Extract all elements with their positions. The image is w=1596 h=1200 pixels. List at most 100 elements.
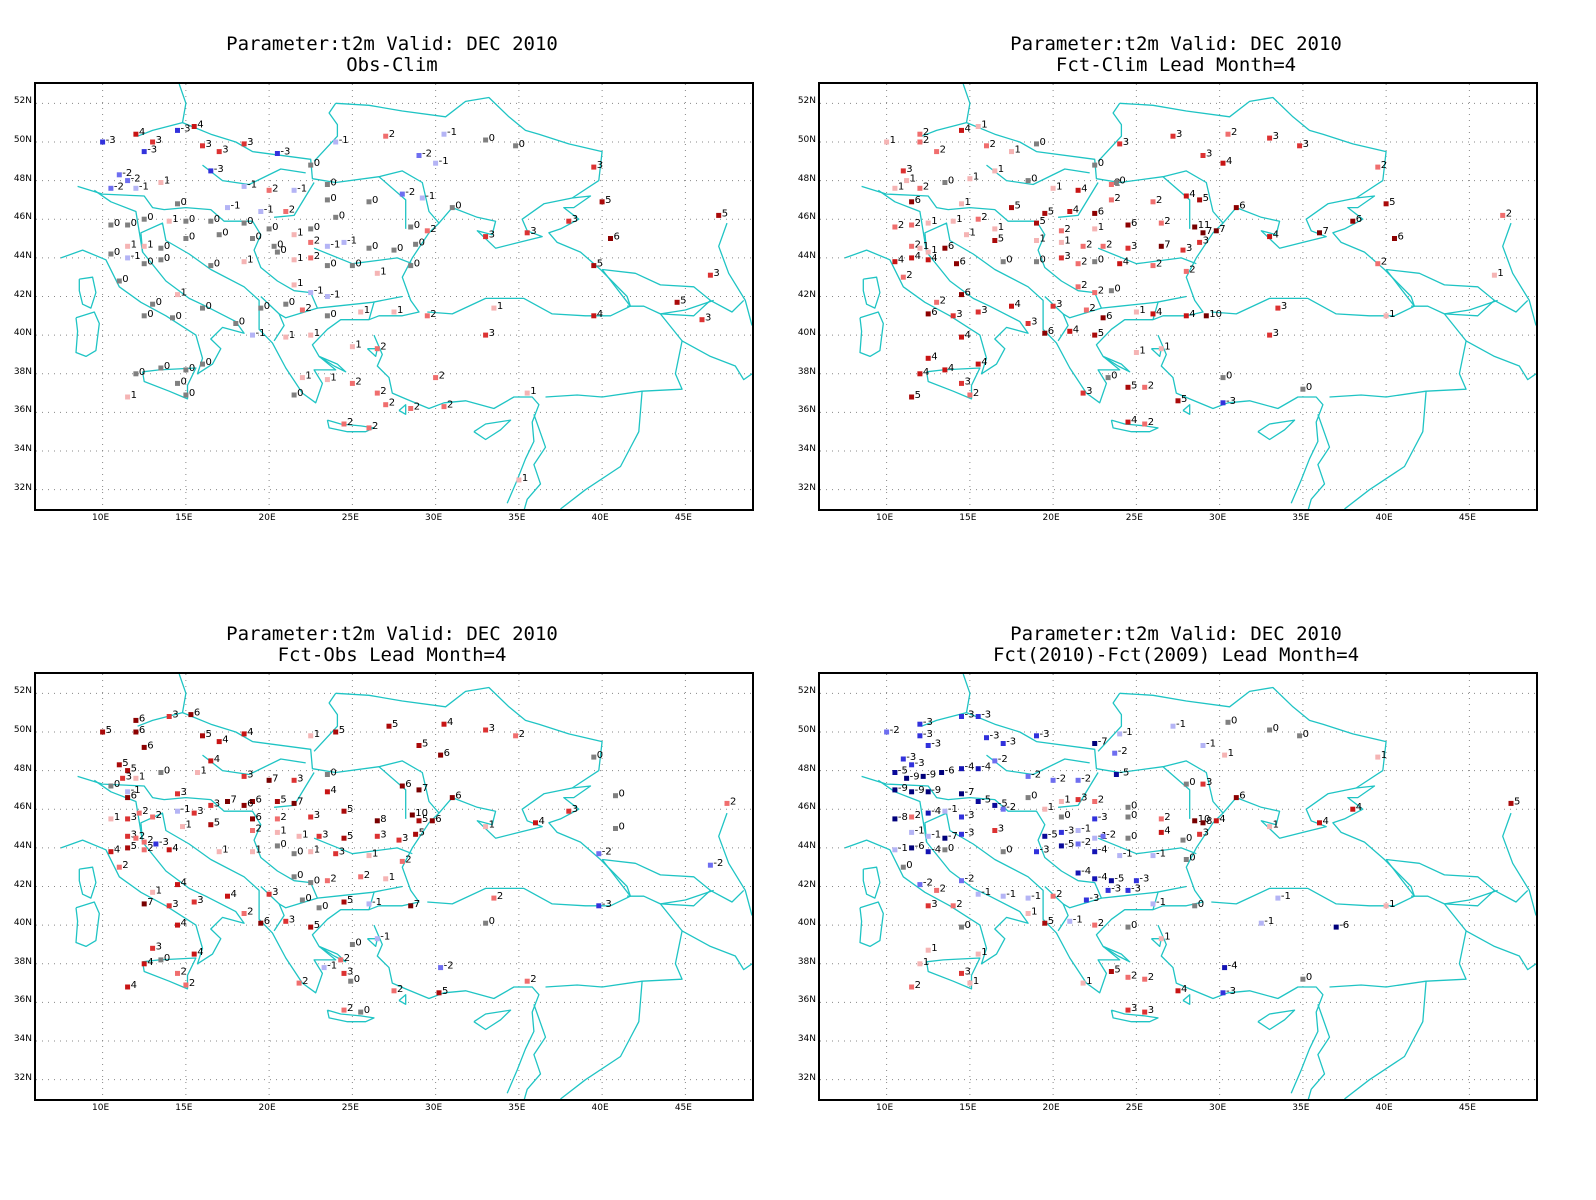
station-swatch (433, 375, 439, 381)
station-swatch (1350, 806, 1356, 812)
station-marker: 1 (358, 305, 370, 316)
station-marker: 0 (200, 301, 212, 312)
station-marker: 7 (1200, 226, 1212, 237)
station-marker: 5 (386, 719, 398, 730)
station-swatch (967, 392, 973, 398)
coastline (373, 334, 540, 504)
station-swatch (441, 131, 447, 137)
station-swatch (1275, 305, 1281, 311)
station-marker: 5 (341, 804, 353, 815)
country-border (335, 686, 603, 789)
station-swatch (216, 232, 222, 238)
station-value: 1 (1228, 748, 1234, 759)
station-value: 5 (915, 390, 921, 401)
station-value: 6 (1239, 201, 1245, 212)
station-value: 5 (131, 841, 137, 852)
station-value: -3 (1226, 986, 1236, 997)
station-swatch (1267, 135, 1273, 141)
station-swatch (1375, 261, 1381, 267)
station-value: -2 (405, 187, 415, 198)
station-value: 0 (164, 766, 170, 777)
station-value: 2 (1156, 195, 1162, 206)
station-value: 1 (314, 845, 320, 856)
station-swatch (1491, 272, 1497, 278)
station-marker: 2 (1083, 303, 1096, 314)
station-marker: -1 (433, 156, 449, 167)
station-value: 5 (422, 739, 428, 750)
station-swatch (225, 205, 230, 211)
station-marker: 2 (349, 376, 362, 387)
station-value: 1 (1048, 802, 1054, 813)
station-marker: -4 (1222, 961, 1238, 972)
station-marker: 3 (241, 137, 253, 148)
station-swatch (925, 947, 931, 953)
station-swatch (125, 243, 131, 249)
station-value: 2 (956, 899, 962, 910)
station-swatch (1197, 239, 1203, 245)
country-border (710, 299, 745, 313)
station-marker: 2 (967, 388, 979, 399)
station-swatch (591, 313, 597, 319)
station-swatch (1183, 313, 1189, 319)
station-swatch (116, 864, 122, 870)
station-value: 2 (923, 127, 929, 138)
latitude-tick-label: 42N (797, 289, 816, 300)
latitude-tick-label: 50N (797, 134, 816, 145)
country-border (523, 1004, 547, 1099)
station-value: 0 (1114, 284, 1120, 295)
station-swatch (416, 787, 422, 793)
station-value: 6 (614, 232, 620, 243)
station-marker: 0 (1192, 899, 1204, 910)
station-marker: 0 (158, 766, 170, 777)
station-swatch (483, 920, 489, 926)
station-marker: 2 (1158, 812, 1171, 823)
station-value: -3 (1006, 737, 1016, 748)
station-swatch (1117, 731, 1123, 737)
station-marker: 0 (1125, 920, 1137, 931)
station-marker: 4 (141, 957, 154, 968)
station-marker: 1 (917, 957, 929, 968)
station-marker: 1 (1092, 222, 1104, 233)
station-marker: 0 (333, 210, 345, 221)
station-value: 2 (1148, 417, 1154, 428)
station-marker: 0 (183, 363, 195, 374)
station-value: 0 (1064, 810, 1070, 821)
station-swatch (1042, 210, 1048, 216)
station-marker: 0 (1225, 715, 1237, 726)
station-value: 4 (1189, 309, 1195, 320)
station-value: 1 (931, 216, 937, 227)
country-border (368, 302, 375, 320)
station-value: 1 (289, 330, 295, 341)
station-marker: 5 (1383, 197, 1395, 208)
station-marker: -1 (942, 804, 958, 815)
station-value: 2 (730, 796, 736, 807)
station-value: 3 (172, 710, 178, 721)
country-border (1162, 760, 1224, 814)
longitude-tick-label: 30E (1209, 513, 1227, 523)
station-marker: 2 (383, 398, 395, 409)
station-marker: 1 (964, 228, 976, 239)
station-swatch (438, 965, 444, 971)
station-marker: 2 (383, 129, 395, 140)
station-value: -1 (247, 179, 257, 190)
station-marker: 4 (191, 947, 204, 958)
country-border (1307, 1004, 1331, 1099)
station-swatch (1108, 288, 1114, 294)
station-value: 3 (1206, 149, 1212, 160)
station-value: -3 (214, 164, 224, 175)
station-swatch (225, 799, 230, 804)
longitude-tick-label: 30E (425, 513, 443, 523)
station-swatch (374, 270, 380, 276)
station-swatch (341, 1007, 347, 1013)
station-marker: 1 (1058, 795, 1071, 806)
station-swatch (141, 847, 147, 853)
station-swatch (934, 149, 940, 155)
station-value: -2 (890, 725, 900, 736)
station-marker: 10 (1203, 309, 1222, 320)
station-value: -8 (898, 812, 908, 823)
station-value: -3 (923, 729, 933, 740)
station-marker: 2 (299, 303, 312, 314)
station-value: -4 (981, 762, 991, 773)
station-swatch (158, 180, 164, 185)
station-value: 3 (347, 966, 353, 977)
